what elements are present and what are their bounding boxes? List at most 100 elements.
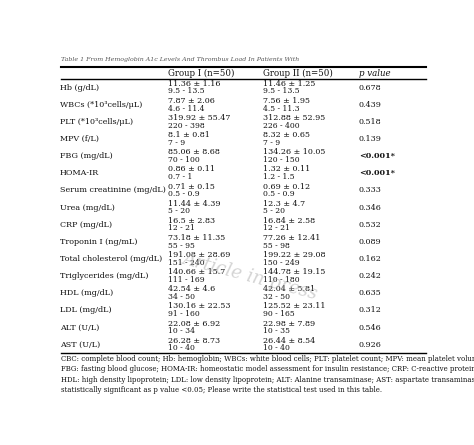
Text: 4.6 - 11.4: 4.6 - 11.4 [168,105,204,113]
Text: WBCs (*10³cells/μL): WBCs (*10³cells/μL) [60,101,142,109]
Text: 144.78 ± 19.15: 144.78 ± 19.15 [263,268,326,276]
Text: 150 - 249: 150 - 249 [263,259,300,267]
Text: 42.54 ± 4.6: 42.54 ± 4.6 [168,285,215,293]
Text: 85.06 ± 8.68: 85.06 ± 8.68 [168,148,219,156]
Text: 22.98 ± 7.89: 22.98 ± 7.89 [263,320,315,328]
Text: Group II (n=50): Group II (n=50) [263,69,333,78]
Text: 0.7 - 1: 0.7 - 1 [168,173,192,181]
Text: 0.346: 0.346 [359,204,382,211]
Text: 91 - 160: 91 - 160 [168,310,200,318]
Text: 9.5 - 13.5: 9.5 - 13.5 [263,87,300,95]
Text: 10 - 35: 10 - 35 [263,327,290,335]
Text: 9.5 - 13.5: 9.5 - 13.5 [168,87,204,95]
Text: 0.532: 0.532 [359,221,382,229]
Text: 32 - 50: 32 - 50 [263,293,290,301]
Text: HOMA-IR: HOMA-IR [60,170,99,177]
Text: 120 - 150: 120 - 150 [263,156,300,164]
Text: 8.32 ± 0.65: 8.32 ± 0.65 [263,131,310,139]
Text: FBG (mg/dL): FBG (mg/dL) [60,152,113,160]
Text: Serum creatinine (mg/dL): Serum creatinine (mg/dL) [60,186,166,194]
Text: PLT (*10³cells/μL): PLT (*10³cells/μL) [60,118,133,126]
Text: 11.44 ± 4.39: 11.44 ± 4.39 [168,200,220,208]
Text: 0.5 - 0.9: 0.5 - 0.9 [263,190,295,198]
Text: 0.678: 0.678 [359,84,381,92]
Text: p value: p value [359,69,390,77]
Text: 90 - 165: 90 - 165 [263,310,295,318]
Text: Troponin I (ng/mL): Troponin I (ng/mL) [60,238,137,246]
Text: 0.518: 0.518 [359,118,381,126]
Text: 12.3 ± 4.7: 12.3 ± 4.7 [263,200,305,208]
Text: 191.08 ± 28.69: 191.08 ± 28.69 [168,251,230,259]
Text: AST (U/L): AST (U/L) [60,341,100,348]
Text: HDL (mg/dL): HDL (mg/dL) [60,289,113,297]
Text: Total cholesterol (mg/dL): Total cholesterol (mg/dL) [60,255,162,263]
Text: 0.162: 0.162 [359,255,382,263]
Text: 73.18 ± 11.35: 73.18 ± 11.35 [168,234,225,242]
Text: 34 - 50: 34 - 50 [168,293,195,301]
Text: 26.44 ± 8.54: 26.44 ± 8.54 [263,337,315,345]
Text: <0.001*: <0.001* [359,152,394,160]
Text: 22.08 ± 6.92: 22.08 ± 6.92 [168,320,220,328]
Text: 4.5 - 11.3: 4.5 - 11.3 [263,105,300,113]
Text: 130.16 ± 22.53: 130.16 ± 22.53 [168,303,230,311]
Text: 0.926: 0.926 [359,341,382,348]
Text: 0.5 - 0.9: 0.5 - 0.9 [168,190,199,198]
Text: 10 - 34: 10 - 34 [168,327,195,335]
Text: 134.26 ± 10.05: 134.26 ± 10.05 [263,148,326,156]
Text: 70 - 100: 70 - 100 [168,156,200,164]
Text: Table 1 From Hemoglobin A1c Levels And Thrombus Load In Patients With: Table 1 From Hemoglobin A1c Levels And T… [61,57,300,62]
Text: 12 - 21: 12 - 21 [263,224,290,232]
Text: 5 - 20: 5 - 20 [168,207,190,215]
Text: ALT (U/L): ALT (U/L) [60,324,100,332]
Text: 55 - 95: 55 - 95 [168,242,194,250]
Text: 0.439: 0.439 [359,101,382,109]
Text: 226 - 400: 226 - 400 [263,121,300,129]
Text: 140.66 ± 15.7: 140.66 ± 15.7 [168,268,225,276]
Text: 125.52 ± 23.11: 125.52 ± 23.11 [263,303,326,311]
Text: CBC: complete blood count; Hb: hemoglobin; WBCs: white blood cells; PLT: platele: CBC: complete blood count; Hb: hemoglobi… [61,355,474,394]
Text: 16.5 ± 2.83: 16.5 ± 2.83 [168,217,215,225]
Text: 10 - 40: 10 - 40 [263,344,290,352]
Text: 0.71 ± 0.15: 0.71 ± 0.15 [168,182,215,190]
Text: Article in press: Article in press [181,249,320,303]
Text: 0.312: 0.312 [359,307,382,314]
Text: 0.333: 0.333 [359,186,382,194]
Text: 10 - 40: 10 - 40 [168,344,194,352]
Text: Hb (g/dL): Hb (g/dL) [60,84,99,92]
Text: MPV (f/L): MPV (f/L) [60,135,99,143]
Text: 7.87 ± 2.06: 7.87 ± 2.06 [168,97,215,105]
Text: 26.28 ± 8.73: 26.28 ± 8.73 [168,337,220,345]
Text: 0.635: 0.635 [359,289,382,297]
Text: 0.139: 0.139 [359,135,382,143]
Text: 110 - 180: 110 - 180 [263,276,300,284]
Text: 11.46 ± 1.25: 11.46 ± 1.25 [263,80,316,88]
Text: 12 - 21: 12 - 21 [168,224,194,232]
Text: 11.36 ± 1.16: 11.36 ± 1.16 [168,80,220,88]
Text: 0.089: 0.089 [359,238,381,246]
Text: 5 - 20: 5 - 20 [263,207,285,215]
Text: Triglycerides (mg/dL): Triglycerides (mg/dL) [60,272,148,280]
Text: 0.546: 0.546 [359,324,382,332]
Text: 1.2 - 1.5: 1.2 - 1.5 [263,173,295,181]
Text: LDL (mg/dL): LDL (mg/dL) [60,307,111,314]
Text: 0.242: 0.242 [359,272,382,280]
Text: 77.26 ± 12.41: 77.26 ± 12.41 [263,234,320,242]
Text: 7 - 9: 7 - 9 [168,139,185,147]
Text: 0.86 ± 0.11: 0.86 ± 0.11 [168,166,215,174]
Text: 220 - 398: 220 - 398 [168,121,204,129]
Text: 0.69 ± 0.12: 0.69 ± 0.12 [263,182,310,190]
Text: 1.32 ± 0.11: 1.32 ± 0.11 [263,166,310,174]
Text: 319.92 ± 55.47: 319.92 ± 55.47 [168,114,230,122]
Text: 16.84 ± 2.58: 16.84 ± 2.58 [263,217,315,225]
Text: 7.56 ± 1.95: 7.56 ± 1.95 [263,97,310,105]
Text: 199.22 ± 29.08: 199.22 ± 29.08 [263,251,326,259]
Text: 8.1 ± 0.81: 8.1 ± 0.81 [168,131,210,139]
Text: 7 - 9: 7 - 9 [263,139,280,147]
Text: Group I (n=50): Group I (n=50) [168,69,234,78]
Text: 111 - 169: 111 - 169 [168,276,204,284]
Text: 312.88 ± 52.95: 312.88 ± 52.95 [263,114,325,122]
Text: Urea (mg/dL): Urea (mg/dL) [60,204,115,211]
Text: 151 - 240: 151 - 240 [168,259,204,267]
Text: CRP (mg/dL): CRP (mg/dL) [60,221,112,229]
Text: 55 - 98: 55 - 98 [263,242,290,250]
